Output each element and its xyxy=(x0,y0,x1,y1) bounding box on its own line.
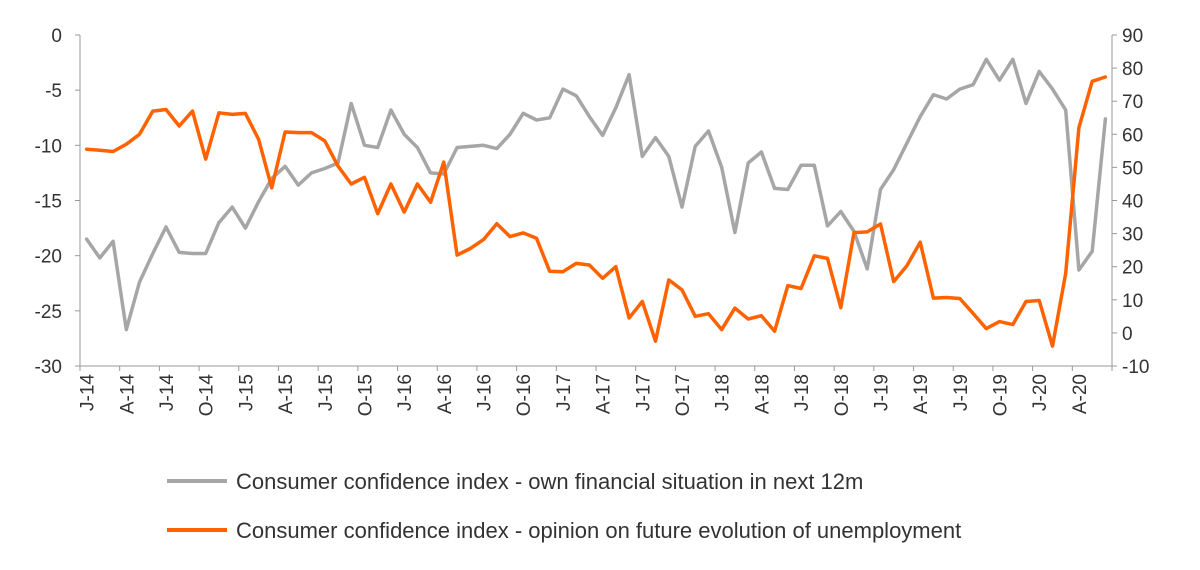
x-tick-label: O-16 xyxy=(514,374,535,416)
y-right-tick-label: 30 xyxy=(1122,225,1143,246)
x-tick-label: J-14 xyxy=(157,374,178,411)
x-tick-label: J-17 xyxy=(554,374,575,411)
x-tick-label: J-18 xyxy=(792,374,813,411)
y-left-tick-label: 0 xyxy=(51,26,62,47)
y-right-tick-label: 50 xyxy=(1122,158,1143,179)
series-line-2 xyxy=(84,75,1108,348)
axes-layer: 0 -5 -10 -15 -20 -25 -30 90 80 70 60 50 40 30 20 10 0 -10… xyxy=(35,26,1150,416)
y-right-tick-label: 80 xyxy=(1122,59,1143,80)
x-tick-label: A-15 xyxy=(276,374,297,414)
x-tick-label: A-14 xyxy=(117,374,138,415)
x-tick-label: A-18 xyxy=(752,374,773,414)
series-line-1 xyxy=(84,57,1108,332)
x-tick-label: J-14 xyxy=(78,374,99,411)
x-tick-label: J-19 xyxy=(871,374,892,411)
legend: Consumer confidence index - own financia… xyxy=(167,469,961,543)
x-tick-label: J-16 xyxy=(395,374,416,411)
x-tick-label: O-18 xyxy=(832,374,853,416)
x-tick-label: O-15 xyxy=(355,374,376,416)
x-tick-label: A-20 xyxy=(1070,374,1091,414)
x-tick-label: J-15 xyxy=(316,374,337,411)
x-tick-label: J-16 xyxy=(475,374,496,411)
y-left-tick-label: -25 xyxy=(35,302,62,323)
x-tick-label: J-18 xyxy=(713,374,734,411)
legend-label-2: Consumer confidence index - opinion on f… xyxy=(236,518,961,543)
x-tick-label: J-19 xyxy=(951,374,972,411)
x-tick-label: J-17 xyxy=(633,374,654,411)
y-left-tick-label: -30 xyxy=(35,357,62,378)
y-right-tick-label: 60 xyxy=(1122,125,1143,146)
x-tick-label: O-19 xyxy=(991,374,1012,416)
y-left-tick-label: -10 xyxy=(35,136,62,157)
y-right-tick-label: 0 xyxy=(1122,324,1133,345)
x-tick-label: A-16 xyxy=(435,374,456,414)
y-right-tick-label: 90 xyxy=(1122,26,1143,47)
y-left-tick-label: -20 xyxy=(35,247,62,268)
y-right-tick-label: 10 xyxy=(1122,291,1143,312)
legend-label-1: Consumer confidence index - own financia… xyxy=(236,469,863,494)
y-right-tick-label: 40 xyxy=(1122,192,1143,213)
series-layer xyxy=(84,57,1108,348)
x-tick-label: A-17 xyxy=(594,374,615,414)
y-left-tick-label: -5 xyxy=(45,81,62,102)
x-tick-label: A-19 xyxy=(911,374,932,414)
x-tick-label: J-20 xyxy=(1030,374,1051,411)
x-tick-label: O-14 xyxy=(197,374,218,417)
y-left-tick-label: -15 xyxy=(35,192,62,213)
x-tick-label: J-15 xyxy=(236,374,257,411)
y-right-tick-label: -10 xyxy=(1122,357,1149,378)
y-right-tick-label: 70 xyxy=(1122,92,1143,113)
y-right-tick-label: 20 xyxy=(1122,258,1143,279)
x-tick-label: O-17 xyxy=(673,374,694,416)
